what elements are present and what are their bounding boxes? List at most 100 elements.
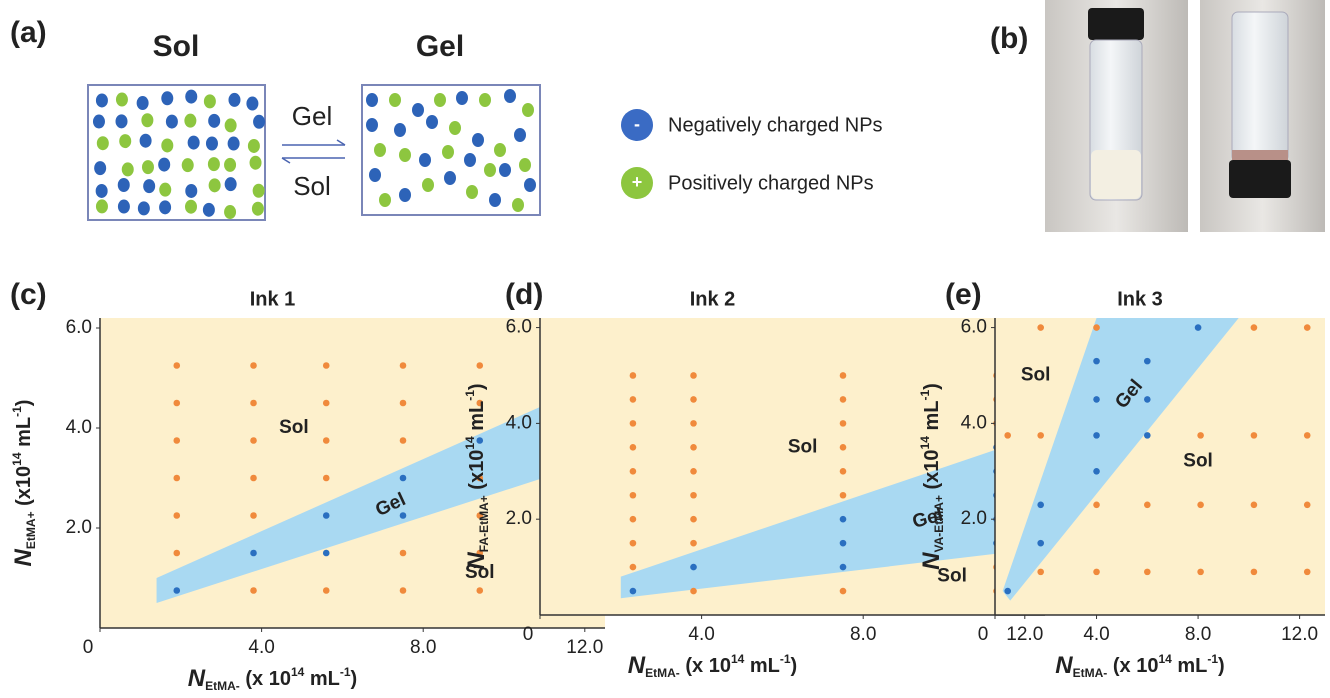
- chart-title: Ink 2: [690, 288, 736, 310]
- axis-title-part: -1: [1207, 652, 1218, 666]
- data-point: [250, 512, 257, 519]
- data-point: [1037, 568, 1044, 576]
- particle: [512, 198, 524, 212]
- data-point: [1004, 432, 1011, 439]
- particle: [95, 93, 108, 108]
- particle: [524, 178, 536, 192]
- data-point: [1093, 467, 1100, 475]
- data-point: [629, 420, 637, 427]
- region-label: Sol: [279, 417, 309, 438]
- data-point: [629, 587, 637, 595]
- vial: [1231, 11, 1289, 163]
- data-point: [839, 420, 847, 427]
- particle: [117, 178, 130, 193]
- data-point: [690, 420, 697, 427]
- gel-region: [620, 432, 1045, 599]
- axis-title: NEtMA- (x 1014 mL-1): [628, 652, 797, 680]
- data-point: [399, 399, 407, 407]
- data-point: [322, 512, 330, 519]
- particle: [426, 115, 438, 129]
- particle: [184, 113, 197, 128]
- data-point: [1303, 501, 1311, 509]
- data-point: [629, 515, 637, 523]
- particle: [389, 93, 401, 107]
- particle: [489, 193, 501, 207]
- particle: [442, 145, 454, 159]
- arrow-head: [281, 157, 291, 164]
- data-point: [629, 396, 637, 403]
- data-point: [476, 587, 484, 594]
- data-point: [1093, 324, 1100, 331]
- legend-marker: [621, 109, 653, 141]
- y-tick-label: 4.0: [66, 417, 92, 438]
- particle: [224, 205, 237, 220]
- particle: [449, 121, 461, 135]
- particle: [159, 200, 172, 215]
- data-point: [839, 396, 847, 403]
- axis-title-part: N: [918, 552, 945, 570]
- axis-title-part: EtMA-: [205, 679, 240, 693]
- y-tick-label: 2.0: [961, 508, 987, 529]
- data-point: [250, 362, 257, 369]
- region-label: Sol: [1021, 364, 1051, 385]
- y-tick-label: 6.0: [506, 317, 532, 338]
- axis-title: NEtMA- (x 1014 mL-1): [1055, 652, 1224, 680]
- axis-title-part: N: [10, 548, 37, 566]
- axis-title-part: 14: [10, 452, 24, 466]
- particle: [119, 134, 132, 149]
- particle: [399, 148, 411, 162]
- y-tick-label: 2.0: [506, 508, 532, 529]
- particle: [434, 93, 446, 107]
- panel-label: (e): [945, 278, 982, 311]
- particle: [419, 153, 431, 167]
- axis-title-part: -1: [918, 390, 932, 401]
- axis-title-part: (x 10: [240, 668, 291, 690]
- data-point: [629, 444, 637, 451]
- particle: [504, 89, 516, 103]
- particle: [185, 89, 198, 104]
- particle: [94, 161, 107, 176]
- particle: [96, 136, 109, 151]
- particle: [203, 94, 216, 109]
- particle: [394, 123, 406, 137]
- data-point: [690, 444, 697, 451]
- axis-title-part: ): [351, 668, 358, 690]
- particle: [412, 103, 424, 117]
- axis-title-part: ): [791, 655, 798, 677]
- data-point: [629, 491, 637, 499]
- gel-region: [1002, 318, 1239, 601]
- data-point: [173, 362, 181, 369]
- data-point: [1144, 357, 1151, 365]
- data-point: [839, 539, 847, 547]
- data-point: [1197, 568, 1204, 576]
- axis-title-part: -1: [463, 390, 477, 401]
- data-point: [322, 437, 330, 444]
- data-point: [476, 437, 484, 444]
- particle: [479, 93, 491, 107]
- particle: [185, 183, 198, 198]
- data-point: [1144, 396, 1151, 403]
- data-point: [839, 515, 847, 523]
- particle: [161, 91, 174, 106]
- data-point: [629, 372, 637, 379]
- axis-title-part: mL: [466, 401, 488, 437]
- data-point: [322, 362, 330, 369]
- particle: [205, 136, 218, 151]
- data-point: [1303, 568, 1311, 576]
- particle: [187, 135, 200, 150]
- data-point: [173, 587, 181, 594]
- axis-title-part: N: [628, 652, 646, 679]
- data-point: [322, 399, 330, 407]
- data-point: [173, 437, 181, 444]
- region-label: Sol: [937, 566, 967, 587]
- particle: [472, 133, 484, 147]
- y-tick-label: 4.0: [506, 412, 532, 433]
- axis-title-part: (x10: [921, 449, 943, 495]
- data-point: [322, 474, 330, 482]
- axis-title-part: N: [463, 552, 490, 570]
- data-point: [1093, 568, 1100, 576]
- particle: [137, 201, 150, 216]
